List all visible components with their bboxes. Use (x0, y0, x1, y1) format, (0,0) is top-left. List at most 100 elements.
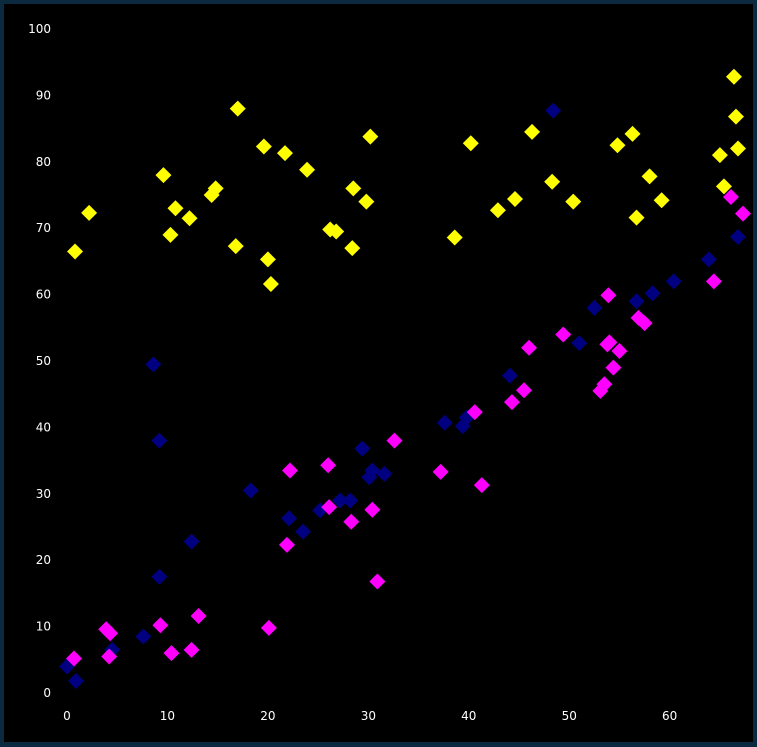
scatter-point (665, 273, 682, 290)
scatter-point (735, 205, 752, 222)
scatter-plot-svg: 0 10 20 30 40 50 60 70 80 90 100 0 10 20 30 40 50 60 (28, 22, 752, 723)
scatter-point (207, 180, 224, 197)
scatter-point (555, 326, 572, 343)
scatter-point (358, 193, 375, 210)
series-1 (59, 102, 746, 690)
scatter-point (565, 193, 582, 210)
scatter-point (501, 367, 518, 384)
scatter-point (181, 210, 198, 227)
scatter-point (700, 251, 717, 268)
scatter-point (729, 228, 746, 245)
scatter-point (364, 501, 381, 518)
series-0 (67, 68, 746, 292)
scatter-point (343, 513, 360, 530)
scatter-point (262, 275, 279, 292)
scatter-point (364, 462, 381, 479)
scatter-point (521, 339, 538, 356)
scatter-point (151, 432, 168, 449)
scatter-point (190, 607, 207, 624)
y-tick-label: 70 (36, 221, 51, 235)
scatter-point (102, 625, 119, 642)
scatter-point (67, 243, 84, 260)
scatter-point (259, 251, 276, 268)
y-tick-label: 30 (36, 487, 51, 501)
scatter-point (653, 192, 670, 209)
scatter-point (636, 315, 653, 332)
scatter-point (628, 293, 645, 310)
y-tick-label: 40 (36, 420, 51, 434)
scatter-point (462, 135, 479, 152)
scatter-point (227, 238, 244, 255)
scatter-point (436, 414, 453, 431)
scatter-point (276, 145, 293, 162)
scatter-point (342, 492, 359, 509)
scatter-point (489, 202, 506, 219)
scatter-point (605, 359, 622, 376)
scatter-point (229, 100, 246, 117)
scatter-point (68, 673, 85, 690)
scatter-point (446, 229, 463, 246)
y-tick-label: 100 (28, 22, 51, 36)
scatter-point (152, 617, 169, 634)
scatter-point (544, 173, 561, 190)
y-axis-tick-labels: 0 10 20 30 40 50 60 70 80 90 100 (28, 22, 51, 700)
x-tick-label: 50 (562, 709, 577, 723)
scatter-point (628, 209, 645, 226)
scatter-point (135, 628, 152, 645)
scatter-point (101, 648, 118, 665)
scatter-point (362, 128, 379, 145)
scatter-point (320, 457, 337, 474)
x-tick-label: 20 (260, 709, 275, 723)
scatter-point (722, 188, 739, 205)
scatter-point (328, 223, 345, 240)
x-tick-label: 30 (361, 709, 376, 723)
scatter-point (163, 645, 180, 662)
scatter-point (386, 432, 403, 449)
scatter-point (725, 68, 742, 85)
scatter-chart: 0 10 20 30 40 50 60 70 80 90 100 0 10 20 30 40 50 60 (4, 4, 753, 742)
x-tick-label: 40 (461, 709, 476, 723)
scatter-point (183, 533, 200, 550)
scatter-point (281, 462, 298, 479)
scatter-point (624, 125, 641, 142)
scatter-point (586, 299, 603, 316)
scatter-point (295, 523, 312, 540)
scatter-point (162, 226, 179, 243)
scatter-point (545, 102, 562, 119)
scatter-point (81, 204, 98, 221)
scatter-point (516, 382, 533, 399)
scatter-point (506, 190, 523, 207)
scatter-point (354, 440, 371, 457)
scatter-point (151, 568, 168, 585)
scatter-point (278, 536, 295, 553)
scatter-point (321, 499, 338, 516)
y-tick-label: 80 (36, 155, 51, 169)
x-tick-label: 60 (662, 709, 677, 723)
scatter-point (609, 137, 626, 154)
scatter-point (280, 510, 297, 527)
scatter-point (715, 178, 732, 195)
scatter-point (644, 285, 661, 302)
scatter-point (729, 140, 746, 157)
scatter-point (255, 138, 272, 155)
x-axis-tick-labels: 0 10 20 30 40 50 60 (63, 709, 677, 723)
scatter-point (299, 161, 316, 178)
scatter-point (145, 356, 162, 373)
scatter-point (705, 273, 722, 290)
scatter-point (641, 168, 658, 185)
scatter-point (432, 463, 449, 480)
scatter-point (66, 650, 83, 667)
scatter-point (596, 376, 613, 393)
scatter-point (155, 167, 172, 184)
scatter-point (376, 465, 393, 482)
x-tick-label: 0 (63, 709, 71, 723)
series-2 (66, 188, 752, 667)
scatter-points (59, 68, 752, 690)
scatter-point (183, 641, 200, 658)
scatter-point (611, 343, 628, 360)
scatter-point (473, 477, 490, 494)
scatter-point (167, 200, 184, 217)
scatter-point (466, 404, 483, 421)
scatter-point (332, 492, 349, 509)
